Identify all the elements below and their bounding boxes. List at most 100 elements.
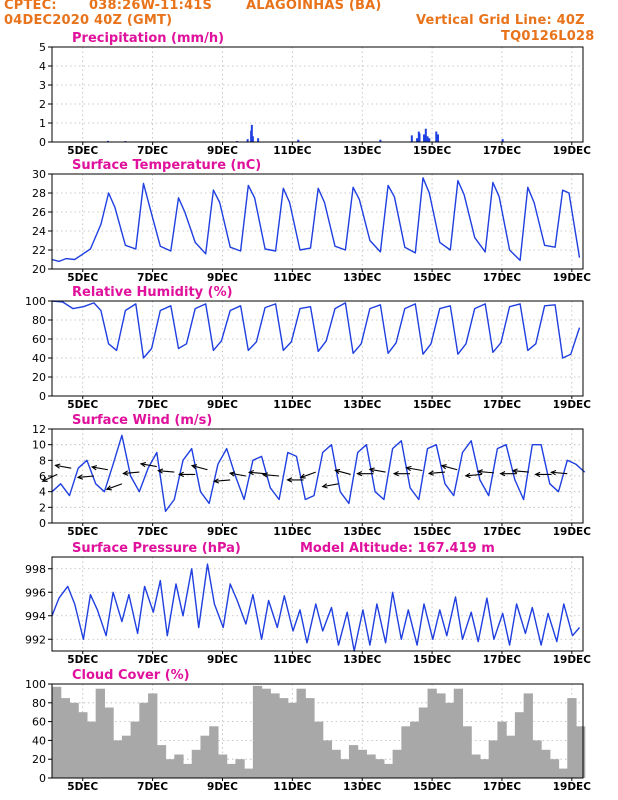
wind-arrow: [230, 472, 246, 477]
y-tick-label: 28: [32, 187, 46, 200]
wind-arrow: [335, 469, 351, 475]
grid-line-label: Vertical Grid Line: 40Z: [416, 13, 585, 28]
cloud-cover-bar: [506, 735, 516, 778]
plot-frame: [51, 173, 584, 270]
x-tick-label: 15DEC: [413, 654, 452, 666]
wind-arrow-head: [139, 461, 147, 468]
cloud-cover-bar: [113, 740, 123, 778]
x-tick-label: 17DEC: [483, 781, 522, 793]
x-tick-label: 5DEC: [67, 654, 98, 666]
panel-title: Precipitation (mm/h): [72, 31, 224, 46]
y-tick-label: 100: [25, 678, 46, 691]
x-tick-label: 11DEC: [273, 654, 312, 666]
cloud-cover-bar: [383, 763, 394, 778]
x-tick-label: 9DEC: [207, 526, 238, 538]
x-tick-label: 15DEC: [413, 399, 452, 411]
cloud-cover-bar: [488, 740, 498, 778]
cloud-cover-bar: [514, 712, 525, 778]
wind-arrow-head: [76, 474, 83, 480]
wind-arrow-head: [511, 468, 518, 474]
wind-arrow-head: [157, 468, 164, 474]
panel-title: Surface Temperature (nC): [72, 158, 261, 173]
x-tick-label: 17DEC: [483, 526, 522, 538]
wind-arrow-head: [550, 469, 557, 476]
cloud-cover-bar: [130, 721, 140, 778]
wind-arrow: [158, 470, 175, 473]
wind-arrow: [77, 475, 94, 478]
y-tick-label: 60: [32, 716, 46, 729]
source-label: CPTEC:: [4, 0, 57, 13]
precipitation-bar: [428, 138, 431, 142]
y-tick-label: 996: [25, 586, 46, 599]
run-id-label: TQ0126L028: [501, 29, 595, 44]
x-tick-label: 9DEC: [207, 399, 238, 411]
cloud-cover-bar: [453, 688, 464, 778]
x-tick-label: 7DEC: [137, 145, 168, 157]
wind-arrow: [429, 471, 446, 475]
x-tick-label: 13DEC: [343, 145, 382, 157]
wind-arrow: [263, 474, 280, 477]
cloud-cover-bar: [541, 749, 551, 778]
panel-title: Surface Wind (m/s): [72, 413, 212, 428]
wind-arrow-head: [299, 473, 306, 479]
surface-wind-line: [51, 434, 586, 512]
wind-arrow: [512, 470, 529, 473]
cloud-cover-bar: [270, 693, 280, 778]
y-tick-label: 20: [32, 371, 46, 384]
precipitation-bar: [246, 139, 249, 142]
cloud-cover-bar: [322, 740, 333, 778]
wind-arrow-head: [476, 469, 483, 475]
x-tick-label: 19DEC: [553, 272, 592, 284]
cloud-cover-bar: [235, 759, 245, 778]
cloud-cover-bar: [121, 735, 132, 778]
wind-arrow-head: [90, 465, 98, 471]
wind-arrow: [465, 473, 482, 477]
precipitation-bar: [410, 135, 413, 142]
cloud-cover-bar: [226, 763, 236, 778]
y-tick-label: 24: [32, 225, 46, 238]
wind-arrow-head: [321, 483, 328, 489]
wind-arrow: [92, 466, 108, 471]
cloud-cover-bar: [69, 702, 79, 778]
x-tick-label: 13DEC: [343, 781, 382, 793]
cloud-cover-bar: [314, 721, 324, 778]
surface-pressure-line: [51, 563, 581, 652]
x-tick-label: 15DEC: [413, 781, 452, 793]
x-tick-label: 9DEC: [207, 654, 238, 666]
wind-arrow-head: [41, 476, 48, 482]
wind-arrow-head: [54, 463, 61, 469]
x-tick-label: 17DEC: [483, 399, 522, 411]
cloud-cover-bar: [331, 749, 341, 778]
precipitation-bar: [424, 128, 427, 142]
cloud-cover-bar: [340, 759, 350, 778]
x-tick-label: 7DEC: [137, 399, 168, 411]
y-tick-label: 26: [32, 206, 46, 219]
wind-arrow: [249, 471, 266, 475]
x-tick-label: 5DEC: [67, 526, 98, 538]
panel-title: Surface Pressure (hPa): [72, 541, 241, 556]
wind-arrow-head: [368, 467, 375, 473]
x-tick-label: 5DEC: [67, 781, 98, 793]
cloud-cover-bar: [287, 702, 298, 778]
x-tick-label: 5DEC: [67, 145, 98, 157]
precipitation-bar: [251, 136, 254, 142]
y-tick-label: 80: [32, 697, 46, 710]
y-tick-label: 40: [32, 734, 46, 747]
cloud-cover-bar: [86, 721, 97, 778]
cloud-cover-bar: [60, 698, 71, 778]
precipitation-bar: [106, 140, 109, 142]
relative-humidity-line: [51, 300, 581, 359]
y-tick-label: 8: [39, 454, 46, 467]
cloud-cover-bar: [279, 698, 289, 778]
wind-arrow-head: [405, 465, 412, 472]
x-tick-label: 9DEC: [207, 781, 238, 793]
cloud-cover-bar: [209, 726, 219, 778]
cloud-cover-bar: [567, 698, 577, 778]
precipitation-bar: [379, 139, 382, 142]
cloud-cover-bar: [78, 712, 88, 778]
wind-arrow-head: [190, 464, 197, 470]
cloud-cover-bar: [418, 707, 429, 778]
y-tick-label: 1: [39, 117, 46, 130]
x-tick-label: 13DEC: [343, 399, 382, 411]
coordinates-label: 038:26W-11:41S: [89, 0, 213, 13]
